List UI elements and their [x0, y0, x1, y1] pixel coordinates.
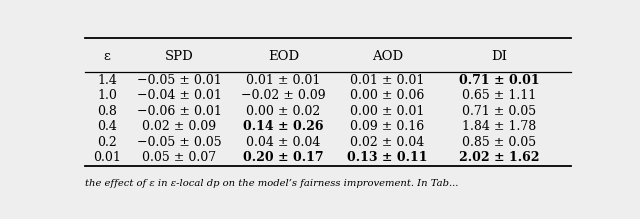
Text: 0.71 ± 0.05: 0.71 ± 0.05 [462, 105, 536, 118]
Text: 0.00 ± 0.02: 0.00 ± 0.02 [246, 105, 321, 118]
Text: 0.04 ± 0.04: 0.04 ± 0.04 [246, 136, 321, 149]
Text: 0.85 ± 0.05: 0.85 ± 0.05 [462, 136, 536, 149]
Text: the effect of ε in ε-local dp on the model’s fairness improvement. In Tab...: the effect of ε in ε-local dp on the mod… [85, 179, 458, 188]
Text: 0.00 ± 0.06: 0.00 ± 0.06 [350, 89, 425, 102]
Text: 0.01 ± 0.01: 0.01 ± 0.01 [246, 74, 321, 87]
Text: 0.20 ± 0.17: 0.20 ± 0.17 [243, 151, 324, 164]
Text: AOD: AOD [372, 50, 403, 63]
Text: 0.01 ± 0.01: 0.01 ± 0.01 [350, 74, 425, 87]
Text: 0.8: 0.8 [97, 105, 117, 118]
Text: −0.05 ± 0.01: −0.05 ± 0.01 [137, 74, 221, 87]
Text: 0.02 ± 0.09: 0.02 ± 0.09 [142, 120, 216, 133]
Text: 0.02 ± 0.04: 0.02 ± 0.04 [350, 136, 425, 149]
Text: 0.71 ± 0.01: 0.71 ± 0.01 [459, 74, 540, 87]
Text: ε: ε [104, 50, 111, 63]
Text: −0.06 ± 0.01: −0.06 ± 0.01 [137, 105, 221, 118]
Text: −0.02 ± 0.09: −0.02 ± 0.09 [241, 89, 326, 102]
Text: 0.13 ± 0.11: 0.13 ± 0.11 [348, 151, 428, 164]
Text: EOD: EOD [268, 50, 299, 63]
Text: 0.05 ± 0.07: 0.05 ± 0.07 [142, 151, 216, 164]
Text: 1.4: 1.4 [97, 74, 117, 87]
Text: 0.09 ± 0.16: 0.09 ± 0.16 [350, 120, 425, 133]
Text: 0.65 ± 1.11: 0.65 ± 1.11 [462, 89, 536, 102]
Text: 0.2: 0.2 [97, 136, 117, 149]
Text: −0.04 ± 0.01: −0.04 ± 0.01 [137, 89, 221, 102]
Text: 1.0: 1.0 [97, 89, 117, 102]
Text: SPD: SPD [165, 50, 193, 63]
Text: 2.02 ± 1.62: 2.02 ± 1.62 [459, 151, 540, 164]
Text: DI: DI [491, 50, 507, 63]
Text: −0.05 ± 0.05: −0.05 ± 0.05 [137, 136, 221, 149]
Text: 0.00 ± 0.01: 0.00 ± 0.01 [350, 105, 425, 118]
Text: 0.14 ± 0.26: 0.14 ± 0.26 [243, 120, 324, 133]
Text: 0.01: 0.01 [93, 151, 121, 164]
Text: 1.84 ± 1.78: 1.84 ± 1.78 [462, 120, 536, 133]
Text: 0.4: 0.4 [97, 120, 117, 133]
